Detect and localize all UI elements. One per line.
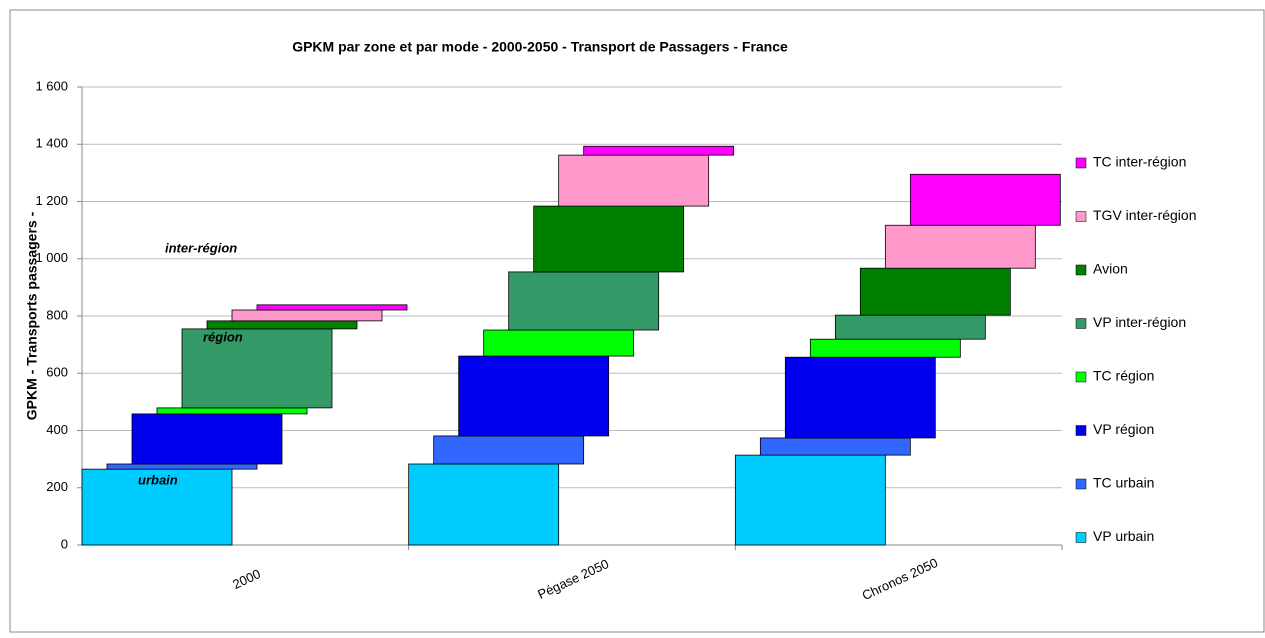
legend-swatch	[1075, 211, 1087, 222]
annotation: région	[203, 329, 243, 344]
y-tick-label: 1 400	[35, 136, 68, 151]
legend-swatch	[1075, 371, 1087, 383]
bar-segment	[483, 329, 635, 357]
bar-segment	[583, 145, 735, 156]
bar-segment	[909, 173, 1061, 226]
y-tick-label: 600	[46, 365, 68, 380]
bar-segment	[859, 267, 1011, 316]
bar-segment	[156, 407, 308, 415]
legend-label: TC région	[1093, 368, 1154, 384]
bar-segment	[408, 463, 560, 546]
y-tick-label: 1 200	[35, 193, 68, 208]
bar-segment	[508, 271, 660, 331]
bar-segment	[759, 437, 911, 456]
bar-segment	[106, 463, 258, 470]
legend-label: TGV inter-région	[1093, 207, 1196, 223]
legend-swatch	[1075, 532, 1087, 543]
bar-segment	[81, 468, 233, 546]
y-tick-label: 800	[46, 307, 68, 322]
y-tick-label: 400	[46, 422, 68, 437]
legend-label: TC inter-région	[1093, 154, 1186, 170]
legend-label: VP inter-région	[1093, 314, 1186, 330]
legend-label: TC urbain	[1093, 475, 1154, 491]
y-tick-label: 1 000	[35, 250, 68, 265]
bar-segment	[433, 435, 585, 465]
bar-segment	[181, 328, 333, 409]
bar-segment	[533, 205, 685, 273]
bar-segment	[256, 304, 408, 311]
bar-segment	[458, 355, 610, 437]
chart-title: GPKM par zone et par mode - 2000-2050 - …	[292, 39, 788, 55]
bar-segment	[884, 224, 1036, 269]
bar-segment	[734, 454, 886, 546]
bar-segment	[231, 309, 383, 322]
legend-swatch	[1075, 157, 1087, 169]
bar-segment	[558, 154, 710, 207]
y-axis-label: GPKM - Transports passagers -	[24, 211, 40, 420]
bar-segment	[206, 320, 358, 330]
y-tick-label: 1 600	[35, 78, 68, 93]
y-tick-label: 200	[46, 479, 68, 494]
legend-label: VP région	[1093, 421, 1154, 437]
y-tick-label: 0	[61, 536, 68, 551]
legend-label: Avion	[1093, 261, 1128, 277]
annotation: urbain	[138, 472, 178, 487]
bar-segment	[834, 314, 986, 340]
legend-swatch	[1075, 264, 1087, 276]
bar-segment	[809, 338, 961, 358]
bar-segment	[131, 413, 283, 465]
legend-swatch	[1075, 318, 1087, 329]
legend-swatch	[1075, 425, 1087, 436]
legend-swatch	[1075, 478, 1087, 490]
annotation: inter-région	[165, 240, 237, 255]
legend-label: VP urbain	[1093, 528, 1154, 544]
bar-segment	[784, 356, 936, 439]
